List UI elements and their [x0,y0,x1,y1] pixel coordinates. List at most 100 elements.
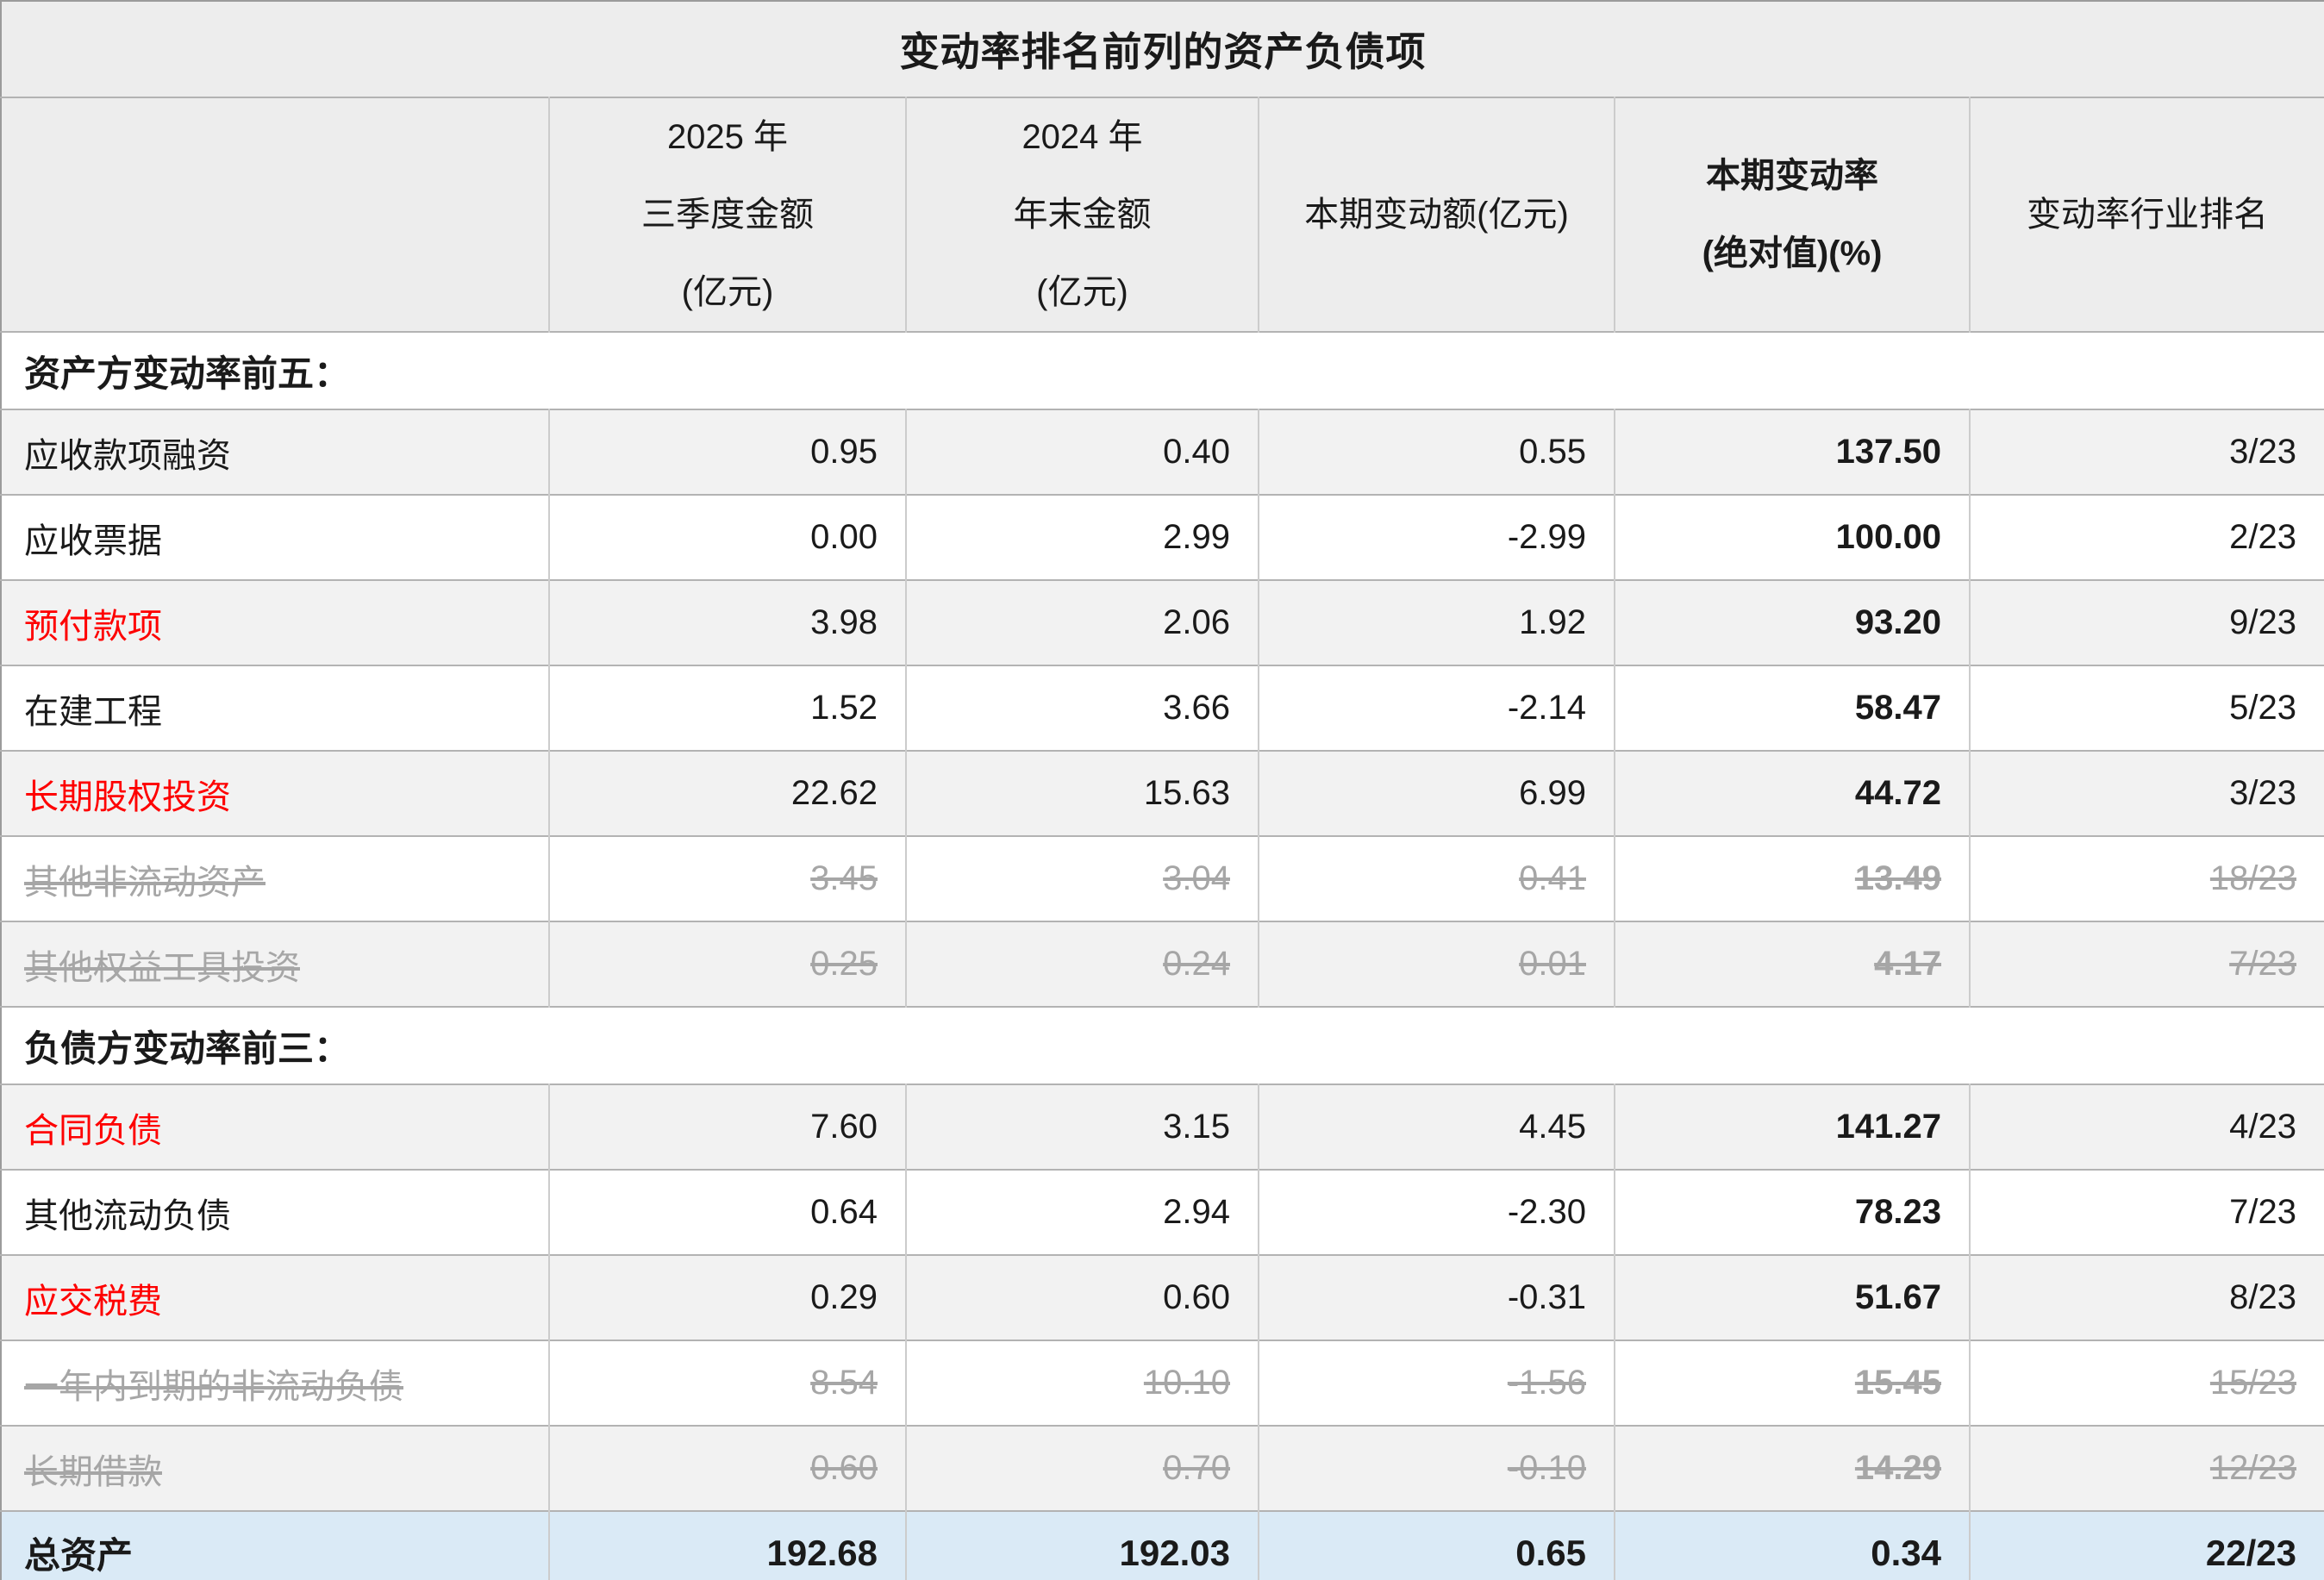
table-row: 应收款项融资 0.95 0.40 0.55 137.50 3/23 [1,409,2324,495]
value-cell: 2.94 [905,1170,1259,1255]
item-name-cell: 预付款项 [24,607,162,646]
table-row: 长期借款 0.60 0.70 -0.10 14.29 12/23 [1,1426,2324,1511]
table-row: 应交税费 0.29 0.60 -0.31 51.67 8/23 [1,1255,2324,1340]
column-header-row: 2025 年三季度金额 (亿元) 2024 年年末金额 (亿元) 本期变动额(亿元) 本期… [1,97,2324,332]
value-cell: 9/23 [1969,580,2324,665]
value-cell: -0.10 [1258,1426,1615,1511]
value-cell: 2.06 [905,580,1259,665]
value-cell: 0.65 [1258,1511,1615,1580]
column-header-line: (亿元) [681,273,774,311]
value-cell: -2.30 [1258,1170,1615,1255]
page-title: 变动率排名前列的资产负债项 [899,29,1427,74]
column-header-5: 变动率行业排名 [1969,97,2324,332]
value-cell: 1.92 [1258,580,1615,665]
value-cell: 10.10 [905,1340,1259,1426]
value-cell: 12/23 [1969,1426,2324,1511]
value-cell: 3/23 [1969,409,2324,495]
value-cell: 8.54 [548,1340,906,1426]
value-cell: -1.56 [1258,1340,1615,1426]
table-row: 预付款项 3.98 2.06 1.92 93.20 9/23 [1,580,2324,665]
value-cell: -0.31 [1258,1255,1615,1340]
change-rate-cell: 141.27 [1614,1084,1970,1170]
value-cell: 0.60 [905,1255,1259,1340]
table-row: 其他流动负债 0.64 2.94 -2.30 78.23 7/23 [1,1170,2324,1255]
value-cell: 18/23 [1969,836,2324,921]
column-header-line: 本期变动率 [1706,157,1878,195]
value-cell: 0.34 [1614,1511,1970,1580]
value-cell: 0.01 [1258,921,1615,1007]
value-cell: 3.15 [905,1084,1259,1170]
column-header-line: 三季度金额 [641,196,814,234]
change-rate-cell: 78.23 [1614,1170,1970,1255]
column-header-line: 本期变动额(亿元) [1304,196,1569,234]
column-header-line: 变动率行业排名 [2027,196,2268,234]
total-assets-row: 总资产 192.68 192.03 0.65 0.34 22/23 [1,1511,2324,1580]
title-row: 变动率排名前列的资产负债项 [1,1,2324,97]
change-rate-cell: 15.45 [1614,1340,1970,1426]
value-cell: 7/23 [1969,1170,2324,1255]
table-row: 在建工程 1.52 3.66 -2.14 58.47 5/23 [1,665,2324,751]
item-name-cell: 长期股权投资 [24,778,231,816]
column-header-line: 2024 年 [1021,118,1143,156]
value-cell: 192.68 [548,1511,906,1580]
change-rate-cell: 51.67 [1614,1255,1970,1340]
section-header-row-0: 资产方变动率前五： [1,332,2324,409]
value-cell: 0.00 [548,495,906,580]
column-header-0 [1,97,549,332]
column-header-2: 2024 年年末金额 (亿元) [905,97,1259,332]
section-header-row-1: 负债方变动率前三： [1,1007,2324,1084]
item-name-cell: 合同负债 [24,1111,162,1150]
item-name-cell: 其他流动负债 [24,1196,231,1235]
change-rate-cell: 14.29 [1614,1426,1970,1511]
item-name-cell: 其他非流动资产 [24,863,266,902]
column-header-line: 年末金额 [1013,196,1152,234]
value-cell: 0.55 [1258,409,1615,495]
value-cell: 0.60 [548,1426,906,1511]
value-cell: 2.99 [905,495,1259,580]
value-cell: 15.63 [905,751,1259,836]
change-rate-cell: 137.50 [1614,409,1970,495]
value-cell: 2/23 [1969,495,2324,580]
column-header-line: (亿元) [1036,273,1128,311]
item-name-cell: 总资产 [24,1535,134,1576]
change-rate-cell: 44.72 [1614,751,1970,836]
value-cell: 8/23 [1969,1255,2324,1340]
item-name-cell: 一年内到期的非流动负债 [24,1367,403,1406]
value-cell: 22.62 [548,751,906,836]
section-header-label: 负债方变动率前三： [24,1027,351,1069]
column-header-1: 2025 年三季度金额 (亿元) [548,97,906,332]
column-header-4: 本期变动率 (绝对值)(%) [1614,97,1970,332]
value-cell: 7/23 [1969,921,2324,1007]
value-cell: 0.40 [905,409,1259,495]
value-cell: 3.66 [905,665,1259,751]
column-header-line: 2025 年 [666,118,789,156]
column-header-3: 本期变动额(亿元) [1258,97,1615,332]
value-cell: 1.52 [548,665,906,751]
column-header-line: (绝对值)(%) [1702,234,1883,272]
value-cell: 0.70 [905,1426,1259,1511]
value-cell: 5/23 [1969,665,2324,751]
table-row: 一年内到期的非流动负债 8.54 10.10 -1.56 15.45 15/23 [1,1340,2324,1426]
value-cell: 0.95 [548,409,906,495]
table-row: 长期股权投资 22.62 15.63 6.99 44.72 3/23 [1,751,2324,836]
value-cell: 0.24 [905,921,1259,1007]
value-cell: 4/23 [1969,1084,2324,1170]
change-rate-cell: 58.47 [1614,665,1970,751]
section-header-label: 资产方变动率前五： [24,353,351,394]
table-row: 合同负债 7.60 3.15 4.45 141.27 4/23 [1,1084,2324,1170]
value-cell: 7.60 [548,1084,906,1170]
table-row: 应收票据 0.00 2.99 -2.99 100.00 2/23 [1,495,2324,580]
item-name-cell: 应收票据 [24,521,162,560]
value-cell: 22/23 [1969,1511,2324,1580]
value-cell: 3.98 [548,580,906,665]
table-row: 其他非流动资产 3.45 3.04 0.41 13.49 18/23 [1,836,2324,921]
change-rate-cell: 100.00 [1614,495,1970,580]
value-cell: 192.03 [905,1511,1259,1580]
table-row: 其他权益工具投资 0.25 0.24 0.01 4.17 7/23 [1,921,2324,1007]
value-cell: 0.25 [548,921,906,1007]
value-cell: 0.29 [548,1255,906,1340]
value-cell: 0.64 [548,1170,906,1255]
value-cell: -2.14 [1258,665,1615,751]
item-name-cell: 应交税费 [24,1282,162,1321]
